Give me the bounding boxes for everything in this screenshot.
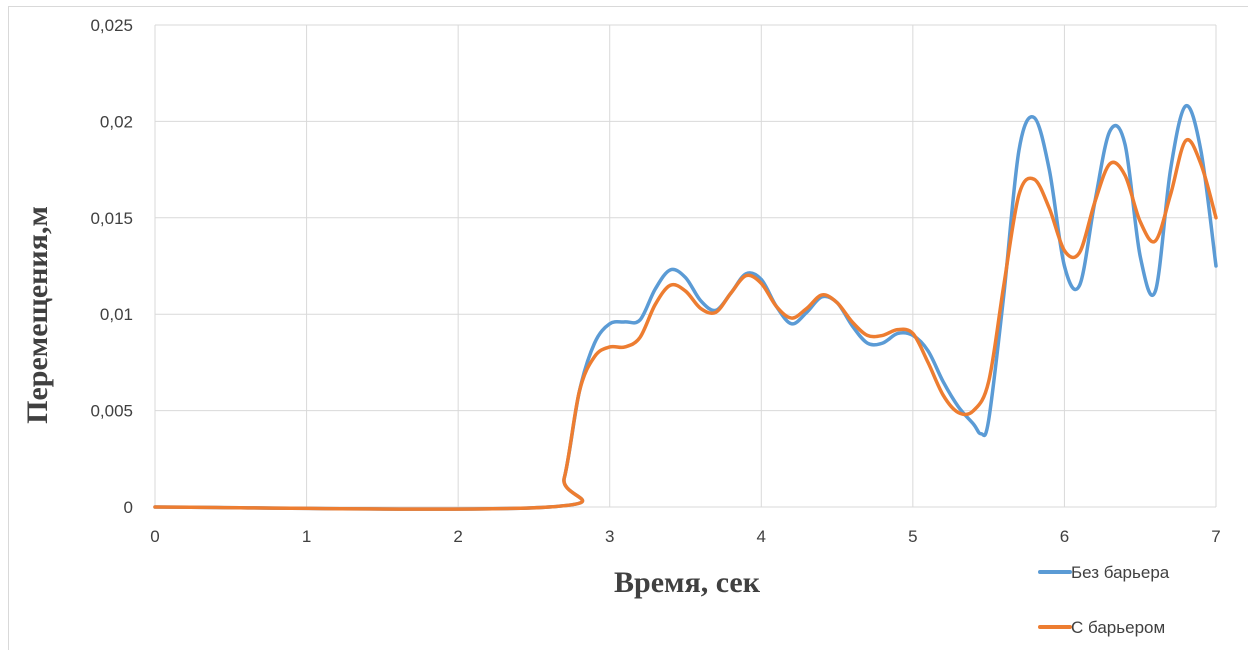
y-axis-ticks: 0 0,005 0,01 0,015 0,02 0,025	[90, 16, 133, 517]
y-tick-label: 0,025	[90, 16, 133, 35]
x-tick-label: 7	[1211, 527, 1220, 546]
y-tick-label: 0,015	[90, 209, 133, 228]
x-tick-label: 1	[302, 527, 311, 546]
y-axis-title: Перемещения,м	[21, 206, 54, 424]
legend: Без барьера С барьером	[1038, 563, 1170, 637]
x-tick-label: 3	[605, 527, 614, 546]
x-axis-ticks: 0 1 2 3 4 5 6 7	[150, 527, 1220, 546]
series-lines	[153, 104, 1218, 511]
y-tick-label: 0,01	[100, 305, 133, 324]
legend-label-series-0: Без барьера	[1071, 563, 1170, 582]
x-tick-label: 6	[1060, 527, 1069, 546]
series-line-1	[153, 137, 1218, 511]
y-tick-label: 0,005	[90, 402, 133, 421]
x-tick-label: 2	[453, 527, 462, 546]
x-tick-label: 4	[757, 527, 766, 546]
x-tick-label: 0	[150, 527, 159, 546]
legend-label-series-1: С барьером	[1071, 618, 1165, 637]
x-tick-label: 5	[908, 527, 917, 546]
y-tick-label: 0	[124, 498, 133, 517]
y-tick-label: 0,02	[100, 112, 133, 131]
gridlines	[154, 24, 1217, 508]
chart-frame	[8, 6, 1248, 650]
x-axis-title: Время, сек	[614, 566, 761, 599]
series-line-0	[153, 104, 1218, 511]
